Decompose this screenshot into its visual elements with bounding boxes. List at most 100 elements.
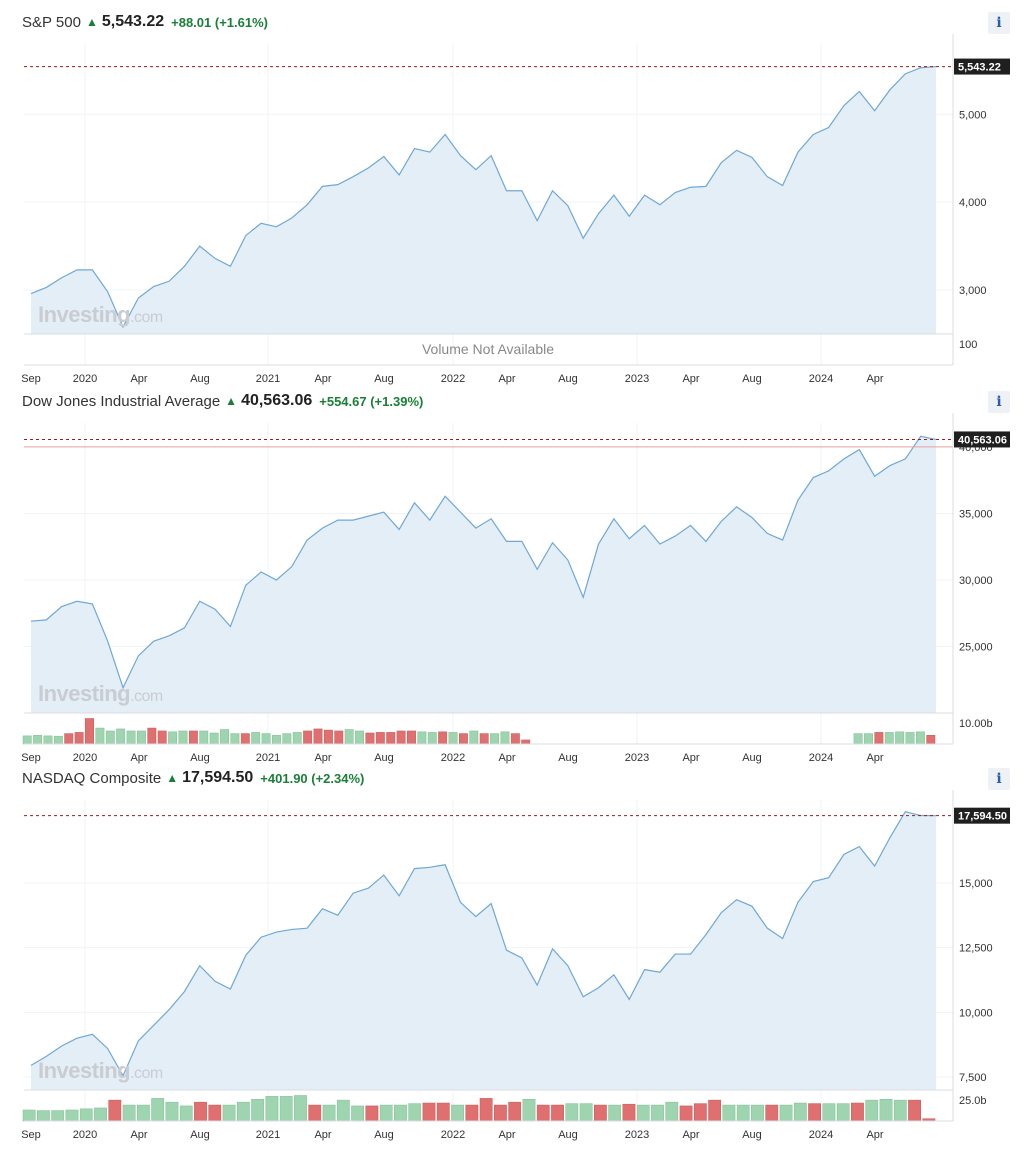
x-tick-label: 2020 xyxy=(73,373,97,385)
volume-bar xyxy=(396,730,406,745)
investing-watermark: Investing.com xyxy=(38,1058,163,1083)
volume-bar xyxy=(85,718,94,745)
x-tick-label: 2024 xyxy=(809,752,833,764)
volume-axis-label: 25.0b xyxy=(959,1095,987,1107)
volume-bar xyxy=(490,733,500,745)
y-tick-label: 12,500 xyxy=(959,943,993,955)
y-tick-label: 10,000 xyxy=(959,1007,993,1019)
volume-bar xyxy=(355,730,365,745)
volume-bar xyxy=(365,1105,379,1122)
nasdaq-chart[interactable]: 7,500 10,000 12,500 15,000 Investing.com 17,5… xyxy=(0,790,1024,1162)
volume-bar xyxy=(322,1104,336,1122)
volume-bar xyxy=(565,1103,579,1122)
volume-bar xyxy=(323,729,333,745)
volume-bar xyxy=(236,1101,250,1122)
volume-bar xyxy=(708,1099,722,1122)
volume-bar xyxy=(751,1104,764,1122)
x-tick-label: Aug xyxy=(374,373,394,385)
volume-bar xyxy=(344,729,354,745)
volume-bar xyxy=(622,1103,636,1122)
x-tick-label: Sep xyxy=(21,1129,41,1141)
volume-bar xyxy=(240,733,250,745)
x-tick-label: Apr xyxy=(130,752,147,764)
y-tick-label: 5,000 xyxy=(959,109,987,121)
x-tick-label: 2020 xyxy=(73,1129,97,1141)
x-tick-label: 2022 xyxy=(441,752,465,764)
y-tick-label: 7,500 xyxy=(959,1072,987,1084)
volume-bar xyxy=(417,731,427,745)
volume-bar xyxy=(261,733,271,745)
sp500-chart[interactable]: 3,000 4,000 5,000 Investing.com 5,543.22 Volu… xyxy=(0,34,1024,406)
volume-bar xyxy=(665,1101,679,1122)
volume-bar xyxy=(279,1096,293,1122)
price-line xyxy=(30,435,937,690)
investing-watermark: Investing.com xyxy=(38,681,163,706)
volume-bar xyxy=(479,733,489,745)
x-tick-label: Apr xyxy=(498,373,515,385)
dow-jones-chart[interactable]: 25,00030,00035,00040,000Investing.com40,… xyxy=(0,413,1024,785)
volume-bar xyxy=(334,730,344,745)
volume-bar xyxy=(79,1108,93,1122)
volume-bar xyxy=(594,1104,607,1122)
dow-jones-panel: Dow Jones Industrial Average ▲ 40,563.06… xyxy=(0,389,1024,771)
volume-bar xyxy=(220,729,229,745)
x-tick-label: Sep xyxy=(21,752,41,764)
volume-bar xyxy=(43,735,53,745)
volume-bar xyxy=(165,1101,179,1122)
volume-bar xyxy=(147,727,157,745)
info-icon[interactable]: i xyxy=(988,768,1010,790)
y-tick-label: 15,000 xyxy=(959,878,993,890)
volume-bar xyxy=(722,1104,736,1122)
volume-bar xyxy=(108,1099,122,1122)
volume-bar xyxy=(137,1104,150,1122)
volume-bar xyxy=(74,732,84,745)
volume-bar xyxy=(494,1104,507,1122)
info-icon[interactable]: i xyxy=(988,12,1010,34)
volume-bar xyxy=(408,1103,422,1122)
volume-bar xyxy=(579,1103,593,1122)
volume-bar xyxy=(137,730,146,745)
last-price-tag xyxy=(954,58,1010,75)
volume-not-available: Volume Not Available xyxy=(422,341,554,357)
volume-bar xyxy=(448,732,458,745)
volume-bar xyxy=(178,730,188,745)
volume-bar xyxy=(551,1104,564,1122)
volume-bar xyxy=(651,1104,664,1122)
volume-bar xyxy=(765,1104,779,1122)
x-tick-label: Apr xyxy=(314,373,331,385)
x-tick-label: Aug xyxy=(742,1129,762,1141)
up-arrow-icon: ▲ xyxy=(166,771,179,785)
volume-bar xyxy=(779,1104,793,1122)
volume-bar xyxy=(272,735,281,745)
volume-bar xyxy=(157,730,167,745)
volume-bar xyxy=(915,731,925,745)
x-tick-label: 2021 xyxy=(256,373,280,385)
volume-bar xyxy=(222,1104,236,1122)
volume-axis-label: 100 xyxy=(959,339,977,351)
volume-bar xyxy=(199,730,209,745)
volume-bar xyxy=(438,731,448,745)
volume-bar xyxy=(905,732,915,745)
volume-bar xyxy=(37,1110,50,1122)
volume-bar xyxy=(22,1109,36,1122)
volume-bar xyxy=(95,727,105,745)
x-tick-label: Aug xyxy=(190,373,210,385)
volume-bar xyxy=(313,728,323,745)
x-tick-label: 2023 xyxy=(625,752,649,764)
volume-bar xyxy=(122,1104,136,1122)
volume-bar xyxy=(168,731,178,745)
volume-bar xyxy=(265,1096,279,1122)
volume-bar xyxy=(522,1099,536,1122)
index-name: S&P 500 xyxy=(22,13,81,31)
index-price: 40,563.06 xyxy=(241,392,313,409)
x-tick-label: Apr xyxy=(130,1129,147,1141)
volume-bar xyxy=(836,1103,850,1122)
x-tick-label: 2024 xyxy=(809,1129,833,1141)
x-tick-label: 2020 xyxy=(73,752,97,764)
x-tick-label: Apr xyxy=(866,752,883,764)
info-icon[interactable]: i xyxy=(988,391,1010,413)
index-name: NASDAQ Composite xyxy=(22,769,162,787)
volume-bar xyxy=(22,735,32,745)
volume-bar xyxy=(365,732,375,745)
volume-bar xyxy=(895,731,905,745)
